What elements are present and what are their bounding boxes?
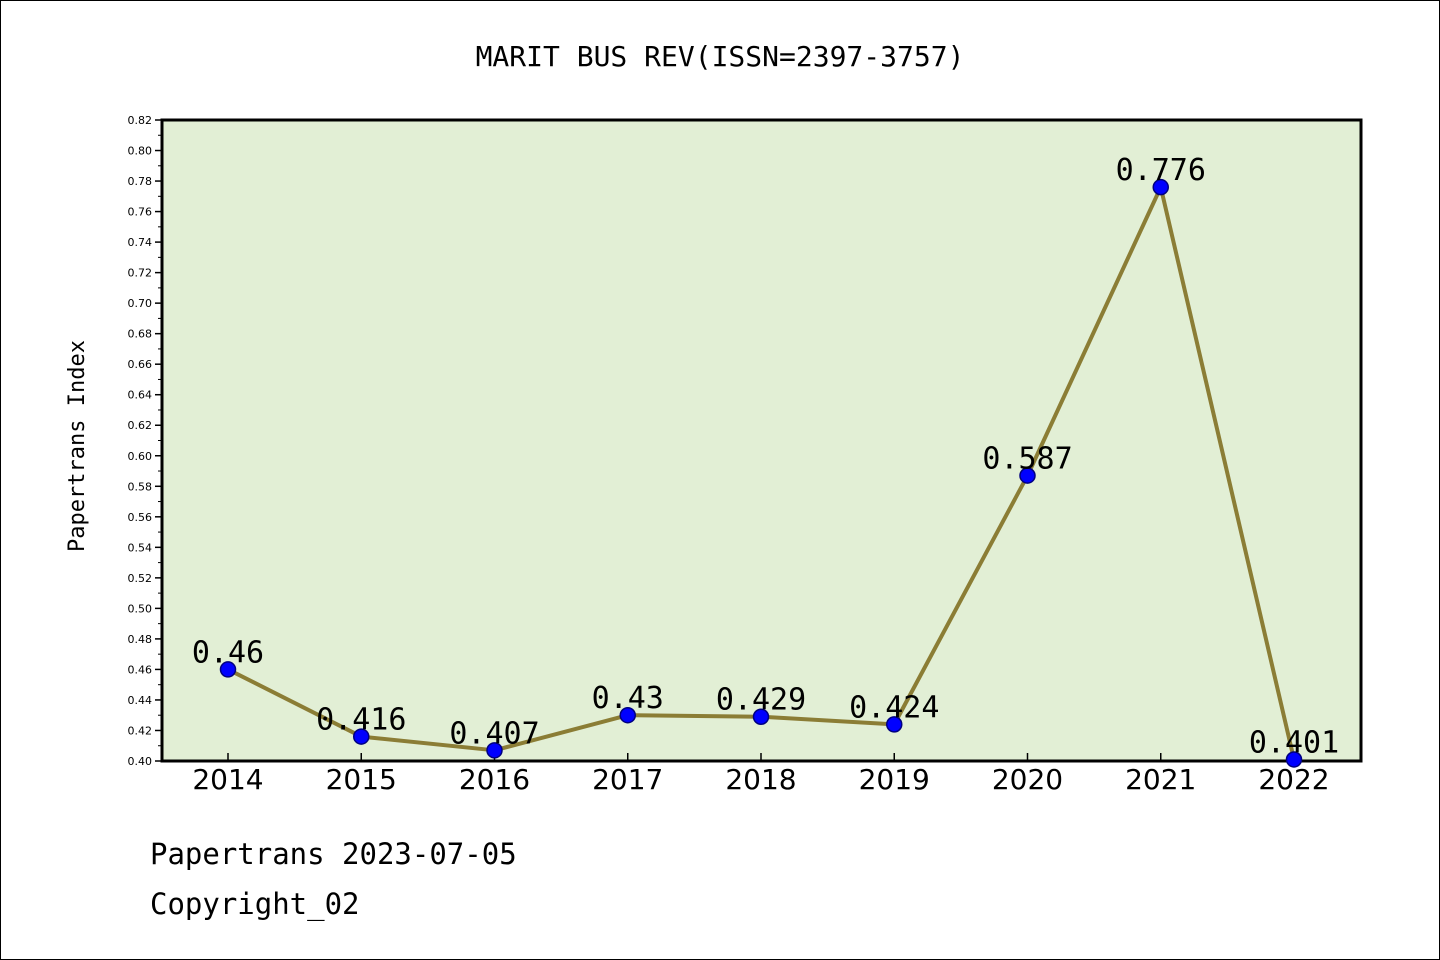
y-tick-label: 0.62	[128, 419, 153, 432]
y-tick-label: 0.80	[128, 145, 153, 158]
y-tick-label: 0.64	[128, 389, 153, 402]
y-tick-label: 0.60	[128, 450, 153, 463]
y-tick-label: 0.46	[128, 663, 153, 676]
y-tick-label: 0.42	[128, 724, 153, 737]
x-tick-label: 2014	[192, 763, 263, 796]
y-tick-label: 0.40	[128, 755, 153, 768]
data-point	[1152, 178, 1169, 196]
data-point	[1019, 467, 1036, 484]
footer-copyright: Copyright_02	[150, 887, 360, 922]
data-label: 0.401	[1249, 725, 1339, 760]
x-tick-label: 2021	[1125, 763, 1196, 796]
y-tick-label: 0.74	[128, 236, 153, 249]
y-tick-label: 0.58	[128, 480, 153, 493]
data-label: 0.429	[716, 683, 806, 718]
data-point	[1285, 751, 1303, 768]
data-label: 0.407	[449, 716, 539, 751]
series-markers	[219, 178, 1303, 768]
data-label: 0.587	[982, 442, 1072, 477]
x-tick-label: 2022	[1258, 763, 1329, 796]
data-point	[353, 728, 370, 745]
y-tick-label: 0.78	[128, 175, 153, 188]
y-tick-label: 0.52	[128, 572, 153, 585]
y-tick-label: 0.48	[128, 633, 153, 646]
data-point	[486, 742, 503, 759]
y-tick-label: 0.68	[128, 328, 153, 341]
data-label: 0.776	[1116, 153, 1206, 188]
y-tick-label: 0.72	[128, 267, 153, 280]
footer-date: Papertrans 2023-07-05	[150, 837, 517, 871]
y-tick-label: 0.66	[128, 358, 153, 371]
chart-title: MARIT BUS REV(ISSN=2397-3757)	[476, 40, 965, 73]
y-tick-label: 0.76	[128, 206, 153, 219]
x-axis: 2014 2015 2016 2017 2018 2019 2020 2021 2022	[192, 753, 1330, 796]
x-tick-label: 2015	[326, 763, 397, 796]
y-tick-label: 0.50	[128, 602, 153, 615]
y-axis-label: Papertrans Index	[65, 340, 90, 552]
data-label: 0.43	[592, 681, 664, 716]
y-tick-label: 0.82	[128, 114, 153, 127]
data-point	[619, 706, 636, 724]
x-tick-label: 2017	[592, 763, 663, 796]
x-tick-label: 2016	[459, 763, 530, 796]
plot-area	[160, 118, 1363, 763]
data-labels: 0.46 0.416 0.407 0.43 0.429 0.424 0.587 0.776 0.…	[192, 153, 1339, 760]
data-point	[886, 716, 903, 733]
y-axis: 0.40 0.42 0.44 0.46 0.48 0.50 0.52 0.54 0.56 0.58…	[128, 114, 162, 768]
x-tick-label: 2018	[725, 763, 796, 796]
data-label: 0.46	[192, 635, 264, 670]
y-tick-label: 0.54	[128, 541, 153, 554]
data-label: 0.424	[849, 690, 939, 725]
y-tick-label: 0.44	[128, 694, 153, 707]
data-label: 0.416	[316, 703, 406, 738]
x-tick-label: 2020	[992, 763, 1063, 796]
data-point	[752, 708, 770, 725]
x-tick-label: 2019	[859, 763, 930, 796]
data-point	[219, 661, 237, 678]
y-tick-label: 0.56	[128, 511, 153, 524]
y-tick-label: 0.70	[128, 297, 153, 310]
